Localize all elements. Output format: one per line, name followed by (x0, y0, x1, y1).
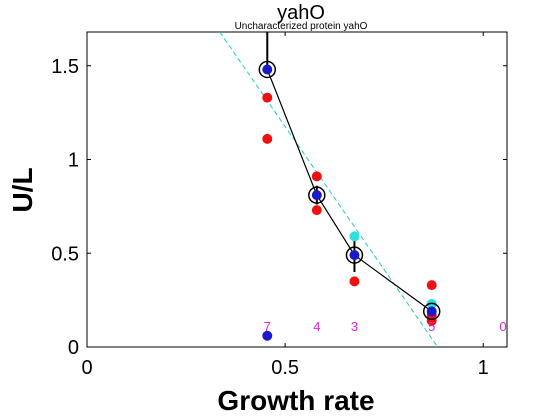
blue-point (262, 330, 273, 341)
y-axis-ticks: 0 0.5 1 1.5 (51, 56, 507, 359)
mean-point-ring (308, 186, 326, 204)
mean-point-ring (345, 246, 364, 264)
chart-marks (219, 32, 441, 347)
y-axis-label: U/L (7, 167, 38, 212)
mean-point (426, 306, 437, 317)
mean-line (266, 69, 433, 312)
sample-count-label: 4 (313, 319, 320, 334)
x-axis-label: Growth rate (217, 385, 374, 416)
plot-area (86, 31, 508, 348)
sample-count-label: 0 (499, 319, 506, 334)
sample-count-label: 3 (351, 319, 358, 334)
x-tick-label: 0 (81, 357, 92, 379)
y-tick-label: 1 (68, 150, 79, 172)
mean-point (262, 64, 273, 75)
mean-point (311, 190, 322, 201)
y-tick-label: 1.5 (51, 56, 79, 78)
replicate-point (311, 171, 322, 182)
sample-count-label: 7 (264, 319, 271, 334)
mean-point-ring (422, 302, 441, 321)
sample-count-labels: 7 4 3 5 0 (264, 319, 507, 334)
x-axis-ticks: 0 0.5 1 (81, 32, 489, 379)
replicate-point (262, 133, 273, 144)
replicate-point (262, 92, 273, 103)
fit-line (219, 32, 439, 347)
replicate-point (311, 205, 322, 216)
x-tick-label: 0.5 (271, 357, 299, 379)
y-tick-label: 0.5 (51, 243, 79, 265)
fit-point (349, 231, 360, 242)
mean-point-ring (258, 60, 277, 79)
replicate-point (426, 280, 437, 291)
mean-point (349, 250, 360, 261)
chart-subtitle: Uncharacterized protein yahO (235, 21, 368, 32)
sample-count-label: 5 (428, 319, 435, 334)
y-tick-label: 0 (68, 337, 79, 359)
replicate-point (349, 276, 360, 287)
x-tick-label: 1 (478, 357, 489, 379)
chart-title: yahO (277, 2, 325, 24)
